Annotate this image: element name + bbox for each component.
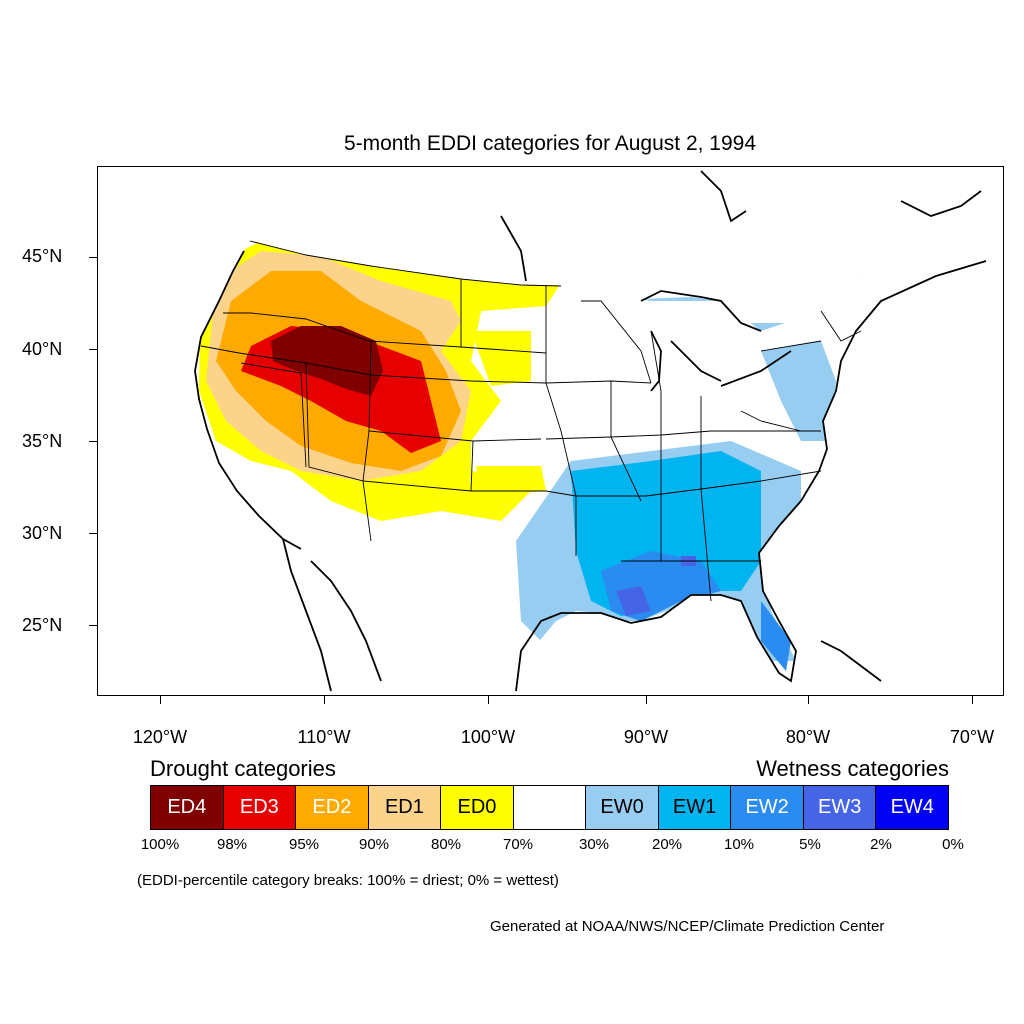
lat-tick [89,533,97,534]
lon-label-70: 70°W [949,727,995,747]
coastlines [194,170,987,692]
wetness-categories-heading: Wetness categories [756,756,949,781]
lon-label-80: 80°W [785,727,831,747]
lon-tick [972,696,973,704]
percent-break: 20% [651,836,683,853]
lat-label-35: 35°N [22,431,63,451]
legend-colorbar: ED4 ED3 ED2 ED1 ED0 EW0 EW1 EW2 EW3 EW4 [150,785,950,830]
legend-box-neutral [512,785,587,830]
percent-break: 90% [358,836,390,853]
lon-tick [324,696,325,704]
legend-box-ew1: EW1 [657,785,732,830]
legend-box-ed2: ED2 [295,785,369,830]
lon-label-100: 100°W [460,727,516,747]
eddi-map [97,166,1004,696]
legend-box-ed4: ED4 [150,785,224,830]
lat-tick [89,625,97,626]
map-title: 5-month EDDI categories for August 2, 19… [343,132,757,155]
lon-tick [646,696,647,704]
legend-box-ed0: ED0 [440,785,514,830]
percent-break: 100% [140,836,180,853]
percent-break: 2% [870,836,892,853]
lat-label-45: 45°N [22,246,63,266]
lon-tick [488,696,489,704]
drought-categories-heading: Drought categories [150,756,336,781]
percent-break: 80% [430,836,462,853]
lon-label-120: 120°W [132,727,188,747]
percent-break: 30% [578,836,610,853]
legend-box-ew0: EW0 [585,785,659,830]
lon-tick [160,696,161,704]
legend-box-ed3: ED3 [222,785,297,830]
legend-box-ew4: EW4 [875,785,950,830]
lat-tick [89,257,97,258]
percent-break: 95% [288,836,320,853]
legend-box-ew2: EW2 [730,785,804,830]
lon-label-110: 110°W [297,727,351,747]
percent-break: 5% [799,836,821,853]
legend-box-ew3: EW3 [802,785,877,830]
credit-footer: Generated at NOAA/NWS/NCEP/Climate Predi… [490,918,885,935]
lat-label-30: 30°N [22,523,63,543]
lat-tick [89,349,97,350]
lat-tick [89,441,97,442]
lon-tick [808,696,809,704]
map-canvas [194,170,987,692]
legend-box-ed1: ED1 [367,785,442,830]
lat-label-40: 40°N [22,339,63,359]
percent-break: 0% [942,836,964,853]
percent-break: 10% [723,836,755,853]
state-boundaries [200,240,862,602]
lat-label-25: 25°N [22,615,63,635]
percent-break: 70% [502,836,534,853]
percent-break: 98% [216,836,248,853]
lon-label-90: 90°W [623,727,669,747]
category-breaks-note: (EDDI-percentile category breaks: 100% =… [137,872,559,889]
